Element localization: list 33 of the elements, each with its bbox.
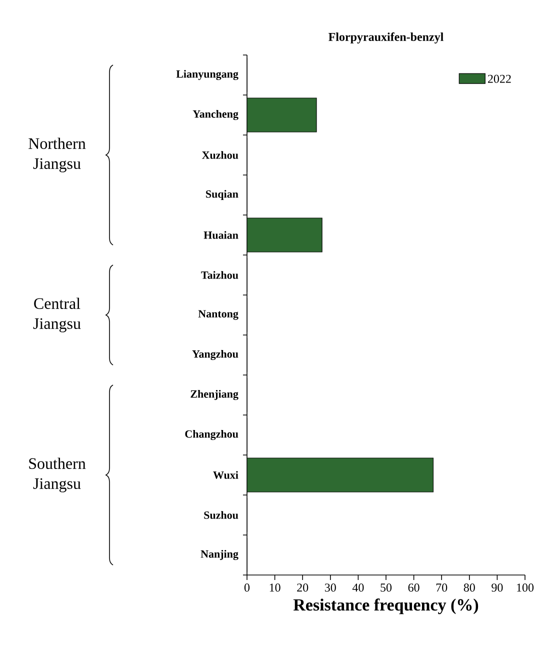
y-tick-label: Nanjing	[200, 550, 238, 560]
x-tick-label: 30	[324, 584, 336, 592]
y-tick-label: Changzhou	[185, 430, 238, 440]
x-tick-label: 90	[492, 584, 503, 592]
x-tick-label: 40	[352, 584, 364, 592]
x-axis-title: Resistance frequency (%)	[293, 598, 478, 614]
x-tick-label: 100	[517, 584, 534, 592]
text: Central Jiangsu	[33, 298, 81, 332]
y-tick-label: Lianyungang	[176, 70, 238, 80]
y-tick-label: Yangzhou	[192, 350, 238, 360]
text: Southern Jiangsu	[29, 458, 86, 492]
x-tick-label: 60	[408, 584, 420, 592]
bar	[247, 458, 434, 492]
y-tick-label: Taizhou	[201, 271, 238, 279]
chart-title: Florpyrauxifen-benzyl	[328, 32, 444, 44]
y-tick-label: Huaian	[204, 231, 238, 239]
y-tick-label: Yancheng	[192, 110, 238, 120]
bar	[247, 218, 322, 252]
x-tick-label: 20	[297, 584, 308, 592]
y-tick-label: Wuxi	[213, 471, 238, 479]
x-tick-label: 80	[464, 584, 475, 592]
y-tick-label: Nantong	[198, 310, 238, 320]
y-tick-label: Zhenjiang	[190, 390, 238, 400]
text: Northern Jiangsu	[28, 138, 86, 172]
legend-label: 2022	[488, 74, 511, 83]
x-tick-label: 0	[244, 584, 250, 592]
y-tick-label: Xuzhou	[202, 151, 238, 159]
x-tick-label: 10	[270, 584, 280, 592]
bar	[247, 98, 317, 132]
x-tick-label: 70	[436, 584, 448, 592]
y-tick-label: Suqian	[206, 190, 238, 200]
x-tick-label: 50	[380, 584, 392, 592]
y-tick-label: Suzhou	[204, 511, 238, 519]
